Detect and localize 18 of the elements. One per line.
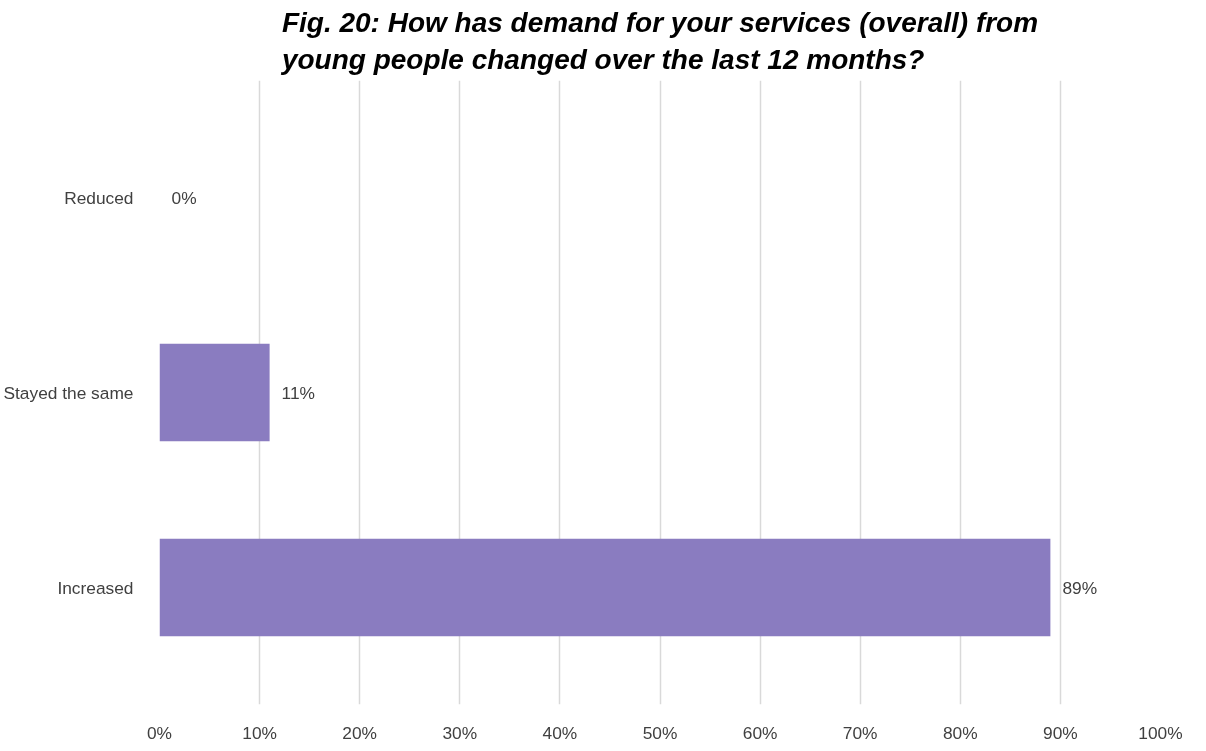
x-tick-label: 0%: [146, 722, 173, 743]
chart-title: Fig. 20: How has demand for your services (overall) from young people changed over the last 12 months?: [279, 7, 1039, 76]
data-label: 0%: [171, 187, 197, 208]
x-tick-label: 80%: [942, 722, 978, 743]
x-tick-label: 30%: [442, 722, 478, 743]
x-tick-label: 20%: [342, 722, 378, 743]
y-tick-label: Stayed the same: [3, 382, 134, 403]
data-label: 89%: [1062, 577, 1098, 598]
data-label: 11%: [281, 382, 316, 403]
x-tick-label: 10%: [242, 722, 277, 743]
x-tick-label: 70%: [842, 722, 878, 743]
x-tick-label: 90%: [1043, 722, 1078, 743]
y-tick-label: Reduced: [64, 187, 134, 208]
x-tick-label: 100%: [1138, 722, 1183, 743]
y-tick-label: Increased: [57, 577, 134, 598]
x-tick-label: 50%: [642, 722, 678, 743]
x-tick-label: 60%: [742, 722, 778, 743]
x-tick-label: 40%: [542, 722, 578, 743]
